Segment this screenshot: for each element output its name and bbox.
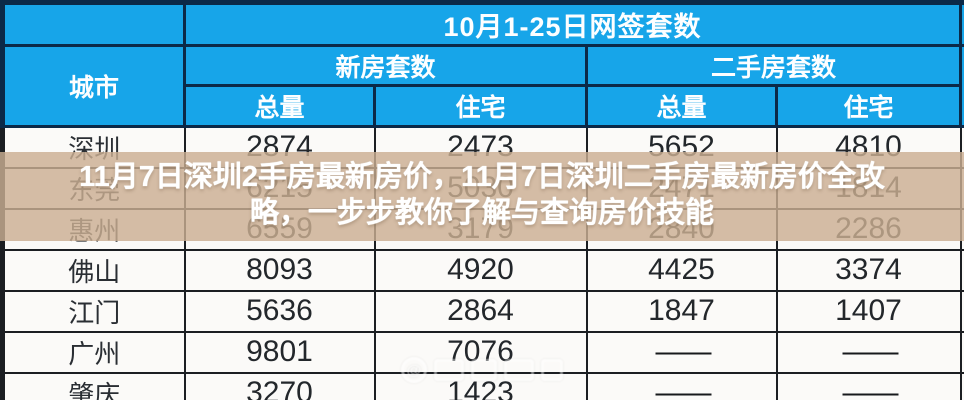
value-cell: 2864 (373, 289, 588, 333)
no-data-dash: —— (585, 371, 778, 400)
headline-banner-overlay: 11月7日深圳2手房最新房价，11月7日深圳二手房最新房价全攻 略，一步步教你了… (0, 152, 964, 241)
col-header-city: 城市 (0, 44, 186, 128)
city-cell: 肇庆 (0, 371, 186, 400)
value-cell: 7076 (373, 330, 588, 374)
city-cell: 佛山 (0, 248, 186, 292)
no-data-dash: —— (775, 371, 962, 400)
edge-sliver-cell (959, 44, 964, 128)
table-row-jiangmen: 江门 5636 2864 1847 1407 (0, 289, 964, 333)
col-header-new-residential: 住宅 (373, 84, 588, 128)
headline-line-2: 略，一步步教你了解与查询房价技能 (249, 197, 714, 229)
table-row-guangzhou: 广州 9801 7076 —— —— (0, 330, 964, 374)
value-cell: 1423 (373, 371, 588, 400)
edge-sliver-cell (959, 0, 964, 47)
value-cell: 4920 (373, 248, 588, 292)
edge-sliver-cell (959, 371, 964, 400)
table-row-foshan: 佛山 8093 4920 4425 3374 (0, 248, 964, 292)
sub-header-row: 总量 住宅 总量 住宅 (3, 84, 964, 128)
headline-line-1: 11月7日深圳2手房最新房价，11月7日深圳二手房最新房价全攻 (79, 161, 885, 193)
city-cell: 广州 (0, 330, 186, 374)
table-row-zhaoqing: 肇庆 3270 1423 —— —— (0, 371, 964, 400)
corner-cell (0, 0, 186, 47)
group-header-row: 城市 新房套数 二手房套数 (0, 44, 964, 128)
edge-sliver-cell (959, 330, 964, 374)
value-cell: 9801 (183, 330, 376, 374)
col-header-sec-residential: 住宅 (774, 84, 963, 128)
col-header-sec-total: 总量 (585, 84, 778, 128)
col-header-second-hand: 二手房套数 (584, 44, 963, 87)
value-cell: 1847 (585, 289, 778, 333)
value-cell: 8093 (183, 248, 376, 292)
value-cell: 4425 (585, 248, 778, 292)
table-title: 10月1-25日网签套数 (182, 0, 963, 47)
edge-sliver-cell (959, 248, 964, 292)
no-data-dash: —— (775, 330, 962, 374)
col-header-new-homes: 新房套数 (183, 44, 588, 87)
table-title-row: 10月1-25日网签套数 (0, 0, 964, 47)
value-cell: 1407 (775, 289, 962, 333)
city-cell: 江门 (0, 289, 186, 333)
no-data-dash: —— (585, 330, 778, 374)
edge-sliver-cell (959, 289, 964, 333)
col-header-new-total: 总量 (183, 84, 376, 128)
value-cell: 3270 (183, 371, 376, 400)
value-cell: 3374 (775, 248, 962, 292)
value-cell: 5636 (183, 289, 376, 333)
